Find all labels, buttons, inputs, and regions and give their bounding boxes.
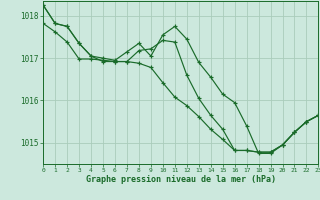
X-axis label: Graphe pression niveau de la mer (hPa): Graphe pression niveau de la mer (hPa): [86, 175, 276, 184]
